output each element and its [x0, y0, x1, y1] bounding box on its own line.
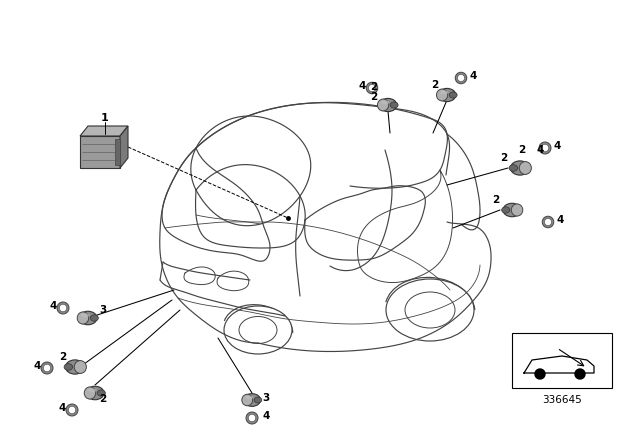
- Ellipse shape: [64, 364, 72, 370]
- Circle shape: [366, 82, 378, 94]
- Text: 2: 2: [500, 153, 508, 163]
- Text: 4: 4: [358, 81, 365, 91]
- Text: 2: 2: [518, 145, 525, 155]
- Text: 3: 3: [99, 305, 107, 315]
- Circle shape: [455, 72, 467, 84]
- Polygon shape: [120, 126, 128, 168]
- Text: 4: 4: [536, 145, 544, 155]
- Text: 2: 2: [431, 80, 438, 90]
- Ellipse shape: [386, 279, 474, 341]
- Ellipse shape: [239, 316, 277, 344]
- Circle shape: [575, 369, 585, 379]
- Circle shape: [248, 414, 256, 422]
- Ellipse shape: [242, 394, 253, 406]
- Circle shape: [535, 369, 545, 379]
- Circle shape: [68, 406, 76, 414]
- Ellipse shape: [243, 394, 260, 406]
- Circle shape: [66, 404, 78, 416]
- Ellipse shape: [82, 314, 89, 317]
- Circle shape: [458, 74, 465, 82]
- Circle shape: [369, 84, 376, 91]
- Ellipse shape: [519, 162, 531, 174]
- Ellipse shape: [86, 386, 104, 400]
- Text: 1: 1: [101, 113, 109, 123]
- Ellipse shape: [254, 397, 262, 403]
- Ellipse shape: [224, 306, 292, 354]
- Ellipse shape: [79, 311, 97, 325]
- Text: 4: 4: [556, 215, 564, 225]
- Circle shape: [542, 216, 554, 228]
- Ellipse shape: [382, 101, 389, 103]
- Text: 336645: 336645: [542, 395, 582, 405]
- Ellipse shape: [246, 396, 253, 399]
- Text: 4: 4: [469, 71, 477, 81]
- Ellipse shape: [441, 91, 448, 94]
- Ellipse shape: [405, 292, 455, 328]
- Text: 2: 2: [492, 195, 500, 205]
- Text: 2: 2: [60, 352, 67, 362]
- Ellipse shape: [438, 88, 456, 102]
- Bar: [512, 333, 612, 388]
- Polygon shape: [80, 126, 128, 136]
- Text: 4: 4: [58, 403, 66, 413]
- Ellipse shape: [378, 99, 388, 111]
- Text: 4: 4: [262, 411, 269, 421]
- Ellipse shape: [502, 207, 509, 213]
- Circle shape: [60, 304, 67, 312]
- Ellipse shape: [390, 102, 398, 108]
- Bar: [115, 139, 120, 165]
- Ellipse shape: [97, 390, 106, 396]
- Circle shape: [541, 144, 548, 152]
- Circle shape: [44, 364, 51, 372]
- Ellipse shape: [449, 92, 457, 98]
- Text: 4: 4: [49, 301, 57, 311]
- Circle shape: [246, 412, 258, 424]
- Circle shape: [545, 218, 552, 226]
- Ellipse shape: [90, 315, 99, 321]
- Ellipse shape: [503, 203, 521, 217]
- Ellipse shape: [509, 165, 518, 171]
- Ellipse shape: [74, 361, 86, 374]
- Ellipse shape: [379, 99, 397, 112]
- Ellipse shape: [89, 389, 96, 392]
- Text: 2: 2: [99, 394, 107, 404]
- Circle shape: [539, 142, 551, 154]
- Ellipse shape: [84, 387, 96, 399]
- Text: 2: 2: [371, 92, 378, 102]
- Ellipse shape: [511, 161, 529, 175]
- Ellipse shape: [77, 312, 89, 324]
- Ellipse shape: [65, 360, 84, 374]
- Text: 3: 3: [262, 393, 269, 403]
- Circle shape: [57, 302, 69, 314]
- Ellipse shape: [436, 89, 448, 101]
- Bar: [80, 136, 120, 168]
- Circle shape: [41, 362, 53, 374]
- Text: 2: 2: [371, 82, 378, 92]
- Text: 4: 4: [33, 361, 41, 371]
- Ellipse shape: [511, 204, 523, 216]
- Text: 4: 4: [554, 141, 561, 151]
